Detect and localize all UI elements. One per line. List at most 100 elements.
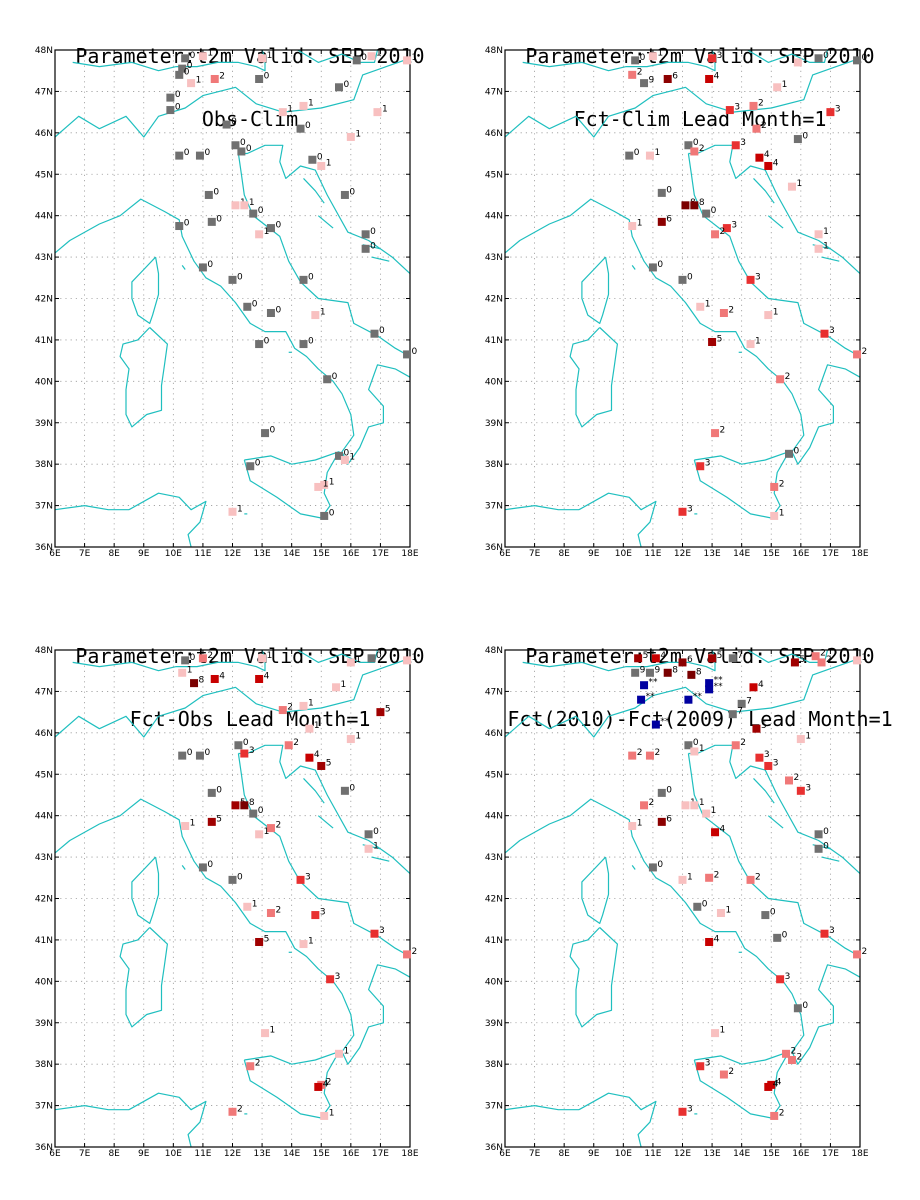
station-square: [266, 308, 275, 317]
station-marker: 5: [790, 655, 805, 667]
station-square: [705, 74, 714, 83]
station-square: [314, 1082, 323, 1091]
station-marker: 3: [722, 221, 737, 233]
station-marker: 0: [231, 138, 246, 150]
station-square: [755, 153, 764, 162]
x-tick-label: 17E: [372, 1149, 389, 1159]
station-value-label: 2: [758, 98, 764, 108]
station-square: [361, 244, 370, 253]
station-value-label: **: [646, 692, 656, 702]
station-square: [687, 670, 696, 679]
station-marker: 2: [198, 651, 213, 663]
station-square: [761, 911, 770, 920]
station-value-label: 4: [323, 1079, 329, 1089]
station-value-label: 0: [802, 132, 808, 142]
station-value-label: 2: [293, 738, 299, 748]
station-square: [340, 456, 349, 465]
station-value-label: 2: [412, 947, 418, 957]
y-tick-label: 39N: [35, 1019, 53, 1029]
station-value-label: 4: [264, 671, 270, 681]
coastline: [767, 815, 784, 829]
station-square: [678, 275, 687, 284]
station-value-label: 2: [862, 347, 868, 357]
station-square: [335, 83, 343, 92]
station-marker: 2: [278, 703, 293, 715]
station-square: [746, 275, 755, 284]
station-marker: 0: [198, 860, 213, 872]
station-marker: 2: [228, 1104, 243, 1116]
station-value-label: 1: [187, 665, 193, 675]
station-value-label: 0: [666, 185, 672, 195]
station-square: [403, 950, 412, 959]
station-square: [320, 511, 329, 520]
coastline: [504, 505, 579, 511]
station-value-label: 2: [237, 1104, 243, 1114]
station-square: [625, 151, 634, 160]
station-value-label: 5: [385, 705, 391, 715]
station-marker: 3: [696, 459, 710, 471]
station-square: [340, 190, 349, 199]
station-square: [261, 1029, 270, 1038]
station-marker: 2: [853, 947, 867, 959]
station-marker: 3: [311, 908, 326, 920]
station-square: [317, 761, 326, 770]
station-square: [711, 828, 720, 837]
station-marker: 0: [323, 372, 338, 384]
station-marker: 1: [364, 841, 379, 853]
station-value-label: 0: [204, 148, 210, 158]
station-value-label: 2: [207, 651, 213, 661]
station-marker: 2: [746, 872, 761, 884]
station-marker: 1: [335, 1046, 349, 1058]
station-value-label: 0: [349, 783, 355, 793]
station-marker: 1: [702, 806, 716, 818]
station-square: [326, 975, 335, 984]
axis-ticks: 6E 7E 8E 9E 10E 11E 12E 13E 14E 15E 16E 17E 18E36N37…: [35, 46, 419, 559]
station-marker: 1: [346, 129, 361, 141]
y-tick-label: 47N: [485, 87, 503, 97]
coastline: [569, 927, 619, 1028]
station-marker: 0: [352, 53, 367, 65]
y-tick-label: 44N: [35, 812, 53, 822]
station-marker: 1: [628, 219, 642, 231]
station-marker: 3: [678, 504, 693, 516]
station-square: [340, 786, 349, 795]
station-square: [246, 462, 255, 471]
station-marker: 0: [814, 841, 829, 853]
station-value-label: 8: [699, 198, 705, 208]
station-value-label: **: [649, 678, 659, 688]
station-marker: 0: [648, 860, 663, 872]
x-tick-label: 8E: [558, 549, 570, 559]
station-square: [299, 701, 308, 710]
axis-ticks: 6E 7E 8E 9E 10E 11E 12E 13E 14E 15E 16E 17E 18E36N37…: [485, 646, 869, 1159]
station-value-label: 0: [693, 138, 699, 148]
station-value-label: 0: [373, 827, 379, 837]
station-value-label: 0: [666, 785, 672, 795]
station-marker: 6: [657, 814, 672, 826]
coastline: [54, 1105, 129, 1111]
coastline: [181, 865, 186, 870]
station-square: [240, 201, 249, 210]
coastline: [238, 144, 411, 275]
station-value-label: 6: [666, 214, 672, 224]
station-square: [796, 786, 805, 795]
station-marker: 4: [705, 71, 720, 83]
station-value-label: 0: [237, 872, 243, 882]
x-tick-label: 9E: [138, 1149, 150, 1159]
axis-ticks: 6E 7E 8E 9E 10E 11E 12E 13E 14E 15E 16E 17E 18E36N37…: [485, 46, 869, 559]
station-value-label: 0: [258, 206, 264, 216]
station-marker: 3: [370, 926, 385, 938]
x-tick-label: 11E: [194, 549, 211, 559]
station-square: [166, 93, 175, 102]
station-value-label: 0: [207, 860, 213, 870]
station-value-label: 2: [720, 227, 726, 237]
station-square: [702, 809, 711, 818]
station-square: [228, 275, 237, 284]
station-marker: **: [640, 678, 658, 690]
station-square: [255, 674, 264, 683]
station-value-label: 2: [796, 1053, 802, 1063]
station-value-label: 3: [687, 1104, 693, 1114]
station-marker: 0: [175, 67, 190, 79]
station-marker: 1: [299, 698, 314, 710]
x-tick-label: 14E: [733, 549, 750, 559]
station-value-label: 0: [770, 908, 776, 918]
